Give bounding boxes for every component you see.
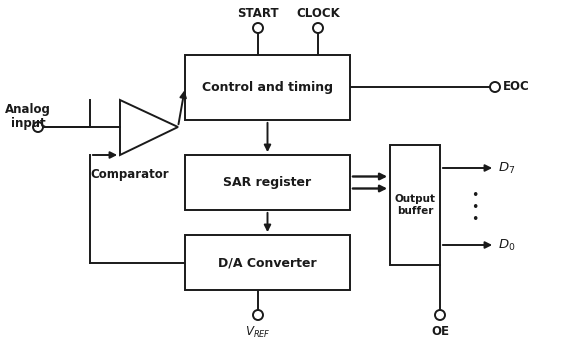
Text: SAR register: SAR register (223, 176, 311, 189)
Bar (185, 235, 350, 290)
Text: START: START (237, 7, 279, 20)
Bar (185, 55, 350, 120)
Text: input: input (11, 117, 45, 129)
Text: CLOCK: CLOCK (296, 7, 340, 20)
Bar (390, 145, 440, 265)
Text: •: • (471, 213, 479, 225)
Text: Control and timing: Control and timing (202, 81, 333, 94)
Text: Comparator: Comparator (91, 168, 170, 181)
Text: Output
buffer: Output buffer (394, 194, 436, 216)
Text: Analog: Analog (5, 102, 51, 116)
Text: •: • (471, 188, 479, 201)
Text: •: • (471, 200, 479, 214)
Text: $V_{REF}$: $V_{REF}$ (245, 325, 271, 339)
Bar (185, 155, 350, 210)
Text: OE: OE (431, 325, 449, 338)
Text: EOC: EOC (503, 80, 530, 94)
Text: $D_7$: $D_7$ (498, 160, 515, 176)
Text: $D_0$: $D_0$ (498, 237, 515, 253)
Text: D/A Converter: D/A Converter (218, 256, 317, 269)
